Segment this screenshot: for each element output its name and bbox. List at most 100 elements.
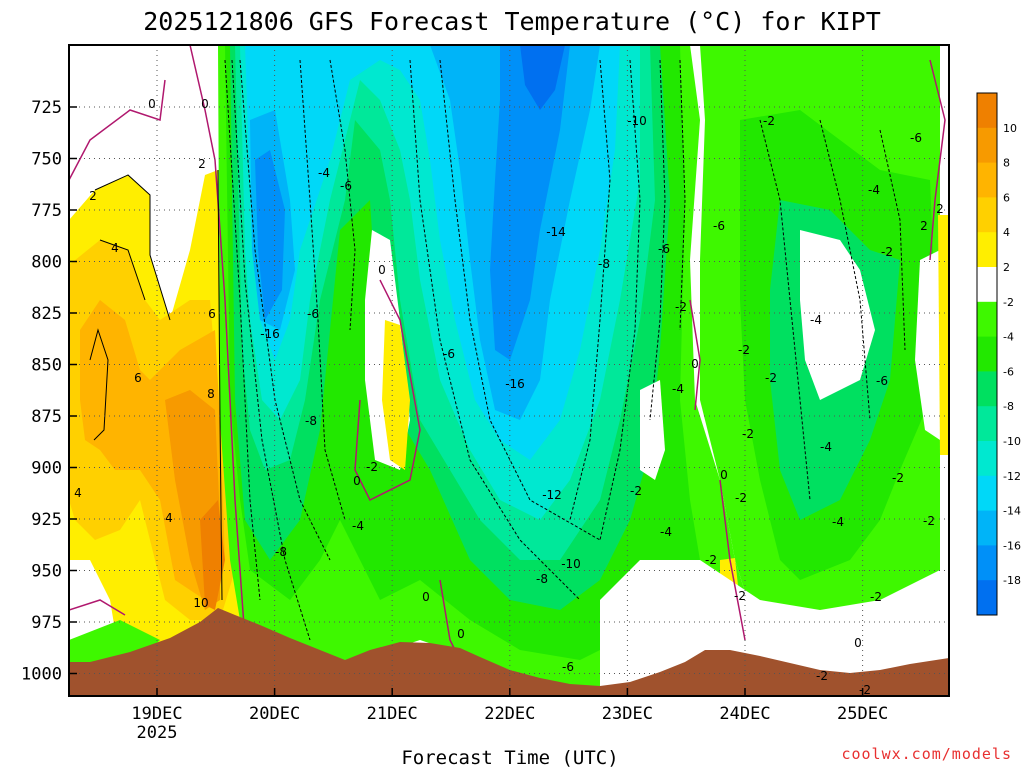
dashed-contours — [224, 59, 906, 641]
colorbar-label: -10 — [1003, 435, 1021, 448]
colorbar-label: 10 — [1003, 122, 1017, 135]
y-tick-label: 1000 — [21, 665, 62, 685]
contour-label: 10 — [193, 596, 208, 610]
colorbar-label: -18 — [1003, 574, 1021, 587]
colorbar-label: -12 — [1003, 470, 1021, 483]
contour-label: 0 — [854, 636, 862, 650]
y-tick-label: 925 — [31, 510, 62, 530]
x-tick-label: 24DEC — [719, 704, 770, 724]
x-tick-label: 19DEC — [131, 704, 182, 724]
x-tick-label: 23DEC — [602, 704, 653, 724]
credit-link[interactable]: coolwx.com/models — [841, 745, 1012, 763]
contour-label: 0 — [720, 468, 728, 482]
colorbar-swatch — [977, 93, 997, 129]
contour-label: 4 — [111, 241, 119, 255]
x-tick-label: 22DEC — [484, 704, 535, 724]
contour-label: 2 — [198, 157, 206, 171]
y-tick-label: 875 — [31, 407, 62, 427]
contour-label: 0 — [201, 97, 209, 111]
x-tick-label: 21DEC — [367, 704, 418, 724]
contour-label: -4 — [820, 440, 832, 454]
x-axis-title: Forecast Time (UTC) — [401, 747, 618, 768]
x-tick-label: 25DEC — [837, 704, 888, 724]
contour-label: -4 — [832, 515, 844, 529]
contour-label: 2 — [89, 189, 97, 203]
plot-area — [69, 45, 949, 696]
y-tick-label: 975 — [31, 613, 62, 633]
contour-label: -2 — [923, 514, 935, 528]
contour-label: -6 — [562, 660, 574, 674]
plot-frame — [68, 44, 950, 697]
band-warm-10 — [200, 500, 225, 610]
contour-label: -2 — [763, 114, 775, 128]
band-right-white-3 — [640, 380, 665, 480]
contour-label: -4 — [810, 313, 822, 327]
y-tick-label: 950 — [31, 562, 62, 582]
contour-label: -2 — [705, 553, 717, 567]
colorbar-swatch — [977, 580, 997, 616]
contour-label: -16 — [505, 377, 525, 391]
contour-label: -2 — [765, 371, 777, 385]
y-tick-label: 900 — [31, 459, 62, 479]
colorbar-swatch — [977, 232, 997, 268]
contour-label: -8 — [275, 545, 287, 559]
colorbar-swatch — [977, 510, 997, 546]
contour-label: -16 — [260, 327, 280, 341]
colorbar-label: -6 — [1003, 365, 1014, 378]
contour-label: -6 — [910, 131, 922, 145]
contour-label: -2 — [366, 460, 378, 474]
contour-label: -6 — [658, 242, 670, 256]
colorbar-swatch — [977, 162, 997, 198]
band-right-yellow — [938, 215, 949, 455]
zero-contours — [69, 45, 946, 661]
colorbar-swatch — [977, 267, 997, 303]
contour-label: 0 — [353, 474, 361, 488]
contour-label: -6 — [307, 307, 319, 321]
colorbar-label: -2 — [1003, 296, 1014, 309]
colorbar-label: -8 — [1003, 400, 1014, 413]
contour-label: 0 — [691, 357, 699, 371]
gridlines — [69, 45, 949, 696]
contour-label: -12 — [542, 488, 562, 502]
chart-title: 2025121806 GFS Forecast Temperature (°C)… — [143, 7, 881, 36]
colorbar-label: -4 — [1003, 331, 1014, 344]
contour-label: 4 — [74, 486, 82, 500]
colorbar-swatch — [977, 301, 997, 338]
contour-label: -2 — [630, 484, 642, 498]
contour-label: -4 — [672, 382, 684, 396]
contour-label: -2 — [859, 683, 871, 697]
band-cold-minus16 — [255, 45, 570, 360]
contour-label: -4 — [352, 519, 364, 533]
y-axis: 725 750 775 800 825 850 875 900 925 950 975 1000 — [21, 98, 77, 685]
contour-label: -2 — [742, 427, 754, 441]
x-tick-year: 2025 — [137, 723, 178, 743]
colorbar-swatch — [977, 441, 997, 477]
contour-label: -2 — [735, 491, 747, 505]
y-tick-label: 775 — [31, 201, 62, 221]
contour-label: -2 — [816, 669, 828, 683]
y-tick-label: 750 — [31, 150, 62, 170]
contour-label: -2 — [881, 245, 893, 259]
contour-label: -2 — [870, 590, 882, 604]
y-tick-label: 825 — [31, 304, 62, 324]
contour-label: 8 — [207, 387, 215, 401]
contour-label: -4 — [868, 183, 880, 197]
contour-label: -2 — [734, 589, 746, 603]
colorbar-swatch — [977, 406, 997, 442]
colorbar-frame — [976, 92, 998, 616]
contour-label: 6 — [208, 307, 216, 321]
colorbar-label: -16 — [1003, 539, 1021, 552]
colorbar-label: 4 — [1003, 226, 1010, 239]
colorbar-swatch — [977, 197, 997, 233]
band-right-white-1 — [800, 230, 875, 400]
contour-label: 0 — [378, 263, 386, 277]
contour-label: -2 — [892, 471, 904, 485]
contour-label: 4 — [165, 511, 173, 525]
contour-label: -8 — [598, 257, 610, 271]
contour-label: -6 — [340, 179, 352, 193]
contour-label: 0 — [422, 590, 430, 604]
x-tick-label: 20DEC — [249, 704, 300, 724]
contour-label: -6 — [876, 374, 888, 388]
colorbar-swatch — [977, 475, 997, 512]
